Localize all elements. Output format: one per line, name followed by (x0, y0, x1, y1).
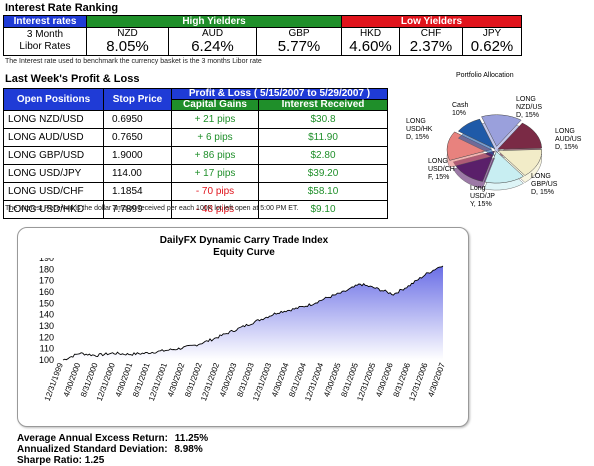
table-row: LONG NZD/USD 0.6950 + 21 pips $30.8 (3, 110, 388, 129)
y-tick-label: 140 (39, 310, 54, 320)
equity-point (327, 297, 329, 299)
rate-cell-aud: AUD 6.24% (168, 27, 257, 56)
table-row: LONG AUD/USD 0.7650 + 6 pips $11.90 (3, 128, 388, 147)
col-open-positions: Open Positions (3, 88, 104, 111)
equity-point (360, 283, 362, 285)
pie-label-gbp: LONG GBP/US D, 15% (531, 173, 558, 196)
table-row: LONG USD/JPY 114.00 + 17 pips $39.20 (3, 164, 388, 183)
pie-slice (497, 122, 542, 150)
pie-label-hkd: LONG USD/HK D, 15% (406, 118, 433, 141)
equity-point (95, 355, 97, 357)
equity-point (310, 304, 312, 306)
rate-cell-chf: CHF 2.37% (399, 27, 463, 56)
pie-slice (497, 149, 543, 176)
high-yielders-header: High Yielders (86, 15, 342, 28)
stat-annualized-std-dev: Annualized Standard Deviation: 8.98% (17, 444, 203, 455)
equity-point (178, 348, 180, 350)
equity-point (194, 344, 196, 346)
interest-rates-header: Interest rates (3, 15, 87, 28)
equity-chart-panel: DailyFX Dynamic Carry Trade Index Equity… (17, 227, 469, 427)
y-tick-label: 150 (39, 298, 54, 308)
rate-cell-jpy: JPY 0.62% (462, 27, 522, 56)
y-tick-label: 130 (39, 321, 54, 331)
equity-point (128, 354, 130, 356)
y-tick-label: 120 (39, 332, 54, 342)
equity-point (393, 293, 395, 295)
equity-point (442, 264, 444, 266)
equity-point (376, 288, 378, 290)
equity-point (227, 332, 229, 334)
equity-point (145, 352, 147, 354)
table-row: LONG USD/CHF 1.1854 - 70 pips $58.10 (3, 182, 388, 201)
chart-subtitle: Equity Curve (213, 247, 275, 258)
y-tick-label: 110 (40, 344, 54, 354)
equity-point (294, 308, 296, 310)
rates-title: Interest Rate Ranking (5, 2, 119, 14)
low-yielders-header: Low Yielders (341, 15, 522, 28)
x-tick-label: 4/30/2007 (426, 361, 447, 398)
equity-point (244, 325, 246, 327)
pie-label-chf: LONG USD/CH F, 15% (428, 158, 455, 181)
rate-cell-nzd: NZD 8.05% (86, 27, 169, 56)
pl-title: Last Week's Profit & Loss (5, 73, 140, 85)
stat-avg-excess-return: Average Annual Excess Return: 11.25% (17, 433, 209, 444)
y-tick-label: 160 (39, 287, 54, 297)
equity-point (426, 273, 428, 275)
portfolio-allocation: Portfolio Allocation Cash 10% LONG NZD/US D… (392, 70, 592, 220)
equity-point (79, 352, 81, 354)
equity-point (277, 312, 279, 314)
libor-label: 3 Month Libor Rates (3, 27, 87, 56)
y-tick-label: 180 (39, 264, 54, 274)
chart-title: DailyFX Dynamic Carry Trade Index (159, 235, 329, 246)
equity-point (62, 359, 64, 361)
pie-slice (481, 114, 522, 147)
equity-point (112, 352, 114, 354)
y-tick-label: 190 (39, 258, 54, 263)
col-pl-header: Profit & Loss ( 5/15/2007 to 5/29/2007 ) (171, 88, 388, 100)
equity-point (260, 318, 262, 320)
pl-note: The Interest Received is the dollar amou… (5, 205, 299, 212)
pie-label-cash: Cash 10% (452, 102, 469, 117)
pie-slice (457, 118, 496, 150)
equity-curve-chart: 19018017016015014013012011010012/31/1999… (39, 258, 447, 402)
rates-note: The Interest rate used to benchmark the … (5, 58, 262, 65)
pie-chart (446, 114, 543, 191)
table-row: LONG USD/HKD 7.7899 - 48 pips $9.10 (3, 200, 388, 219)
equity-area (63, 266, 443, 360)
rate-cell-gbp: GBP 5.77% (256, 27, 342, 56)
col-interest-received: Interest Received (258, 99, 388, 111)
rate-cell-hkd: HKD 4.60% (341, 27, 400, 56)
y-tick-label: 170 (39, 276, 54, 286)
equity-point (409, 284, 411, 286)
table-row: LONG GBP/USD 1.9000 + 86 pips $2.80 (3, 146, 388, 165)
equity-point (343, 291, 345, 293)
profit-loss-table: Open Positions Stop Price Profit & Loss … (3, 88, 388, 219)
equity-point (211, 339, 213, 341)
col-stop-price: Stop Price (103, 88, 172, 111)
stat-sharpe-ratio: Sharpe Ratio: 1.25 (17, 455, 105, 466)
interest-rate-table: Interest rates High Yielders Low Yielder… (3, 15, 522, 56)
pie-slice (446, 131, 492, 161)
col-capital-gains: Capital Gains (171, 99, 259, 111)
pie-label-jpy: Long USD/JP Y, 15% (470, 185, 495, 208)
pie-title: Portfolio Allocation (456, 72, 514, 79)
equity-line (62, 265, 444, 361)
pie-label-nzd: LONG NZD/US D, 15% (516, 96, 543, 119)
pie-label-aud: LONG AUD/US D, 15% (555, 128, 582, 151)
y-tick-label: 100 (39, 355, 54, 365)
equity-point (161, 350, 163, 352)
